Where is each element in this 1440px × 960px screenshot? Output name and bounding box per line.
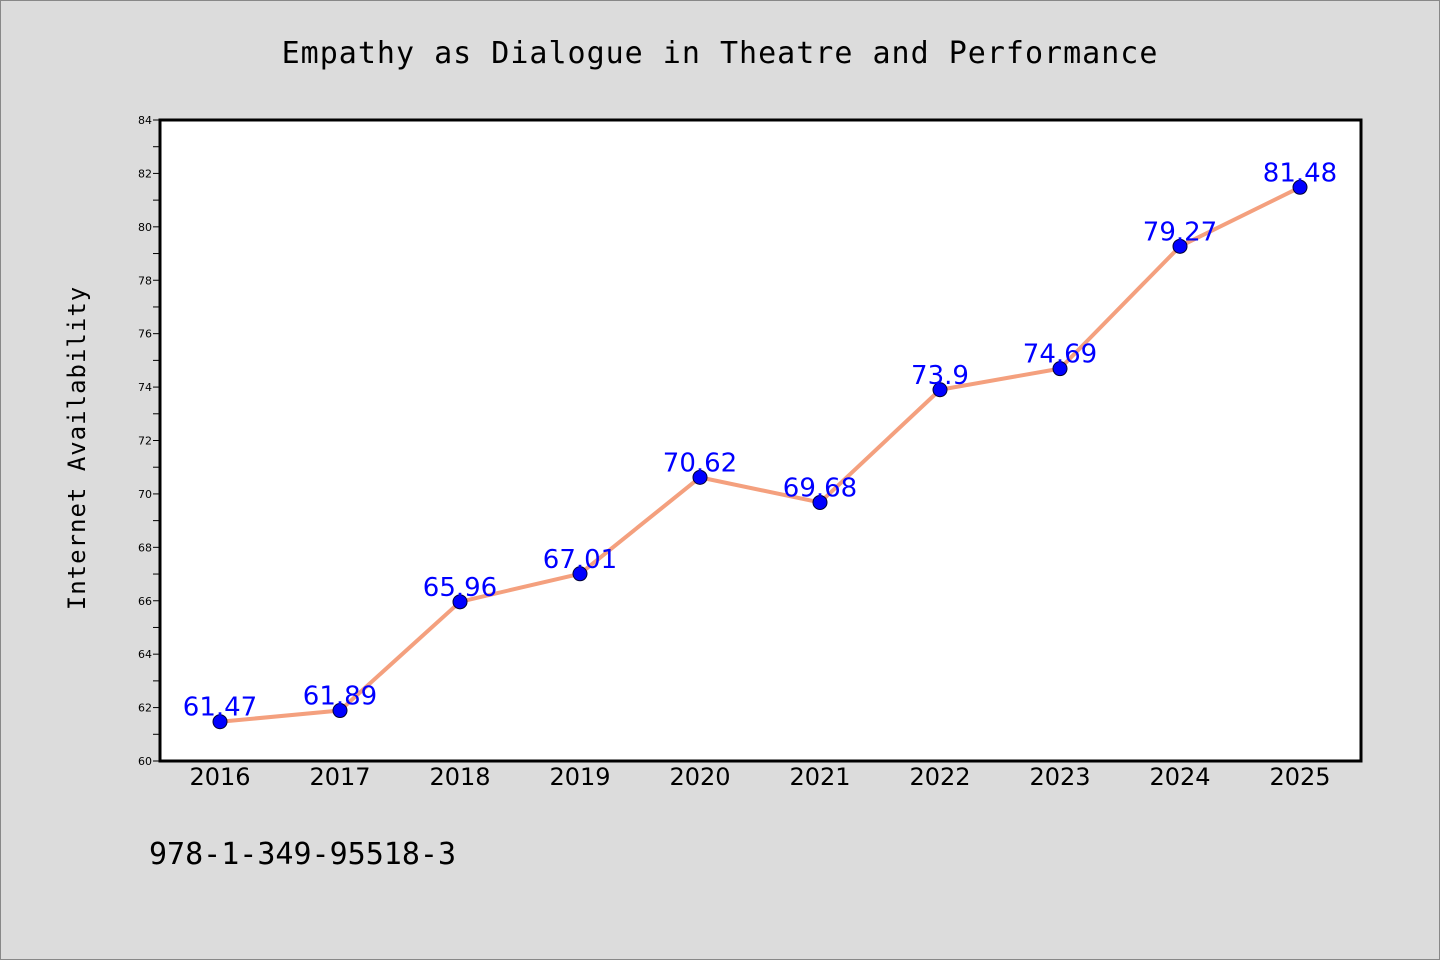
data-point [1292, 179, 1308, 195]
y-axis: 60 62 64 66 68 70 72 74 76 78 80 82 84 [138, 114, 160, 768]
x-axis: 2016 2017 2018 2019 2020 2021 2022 2023 2024 2025 [189, 763, 1330, 791]
x-tick-label: 2017 [309, 763, 370, 791]
data-labels: 61.47 61.89 65.96 67.01 70.62 69.68 73.9 74.69 7… [183, 158, 1337, 722]
data-label: 61.47 [183, 693, 257, 723]
data-point [1172, 238, 1188, 254]
y-tick-label: 62 [138, 702, 152, 715]
x-tick-label: 2025 [1269, 763, 1330, 791]
y-tick-label: 80 [138, 221, 152, 234]
x-tick-label: 2020 [669, 763, 730, 791]
data-point [212, 714, 228, 730]
x-tick-label: 2019 [549, 763, 610, 791]
y-tick-label: 60 [138, 755, 152, 768]
data-label: 67.01 [543, 545, 617, 575]
data-point [1052, 361, 1068, 377]
data-point [812, 494, 828, 510]
data-point [332, 703, 348, 719]
isbn-footer: 978-1-349-95518-3 [149, 837, 456, 872]
y-tick-label: 68 [138, 541, 152, 554]
y-tick-label: 78 [138, 274, 152, 287]
y-axis-label: Internet Availability [63, 286, 91, 610]
y-tick-label: 72 [138, 435, 152, 448]
y-tick-label: 74 [138, 381, 152, 394]
x-tick-label: 2018 [429, 763, 490, 791]
x-tick-label: 2024 [1149, 763, 1210, 791]
line-series [218, 185, 1302, 724]
data-label: 69.68 [783, 473, 857, 503]
chart-title: Empathy as Dialogue in Theatre and Perfo… [282, 36, 1159, 71]
data-point [452, 594, 468, 610]
x-tick-label: 2016 [189, 763, 250, 791]
y-tick-label: 84 [138, 114, 152, 127]
data-label: 74.69 [1023, 340, 1097, 370]
data-point [572, 566, 588, 582]
y-tick-label: 76 [138, 328, 152, 341]
data-point [692, 469, 708, 485]
x-tick-label: 2021 [789, 763, 850, 791]
x-tick-label: 2022 [909, 763, 970, 791]
data-point [932, 382, 948, 398]
y-tick-label: 66 [138, 595, 152, 608]
plot-area [160, 120, 1361, 761]
data-markers [212, 179, 1308, 730]
y-tick-label: 64 [138, 648, 152, 661]
data-label: 70.62 [663, 448, 737, 478]
series-line [218, 185, 1302, 724]
plot-frame [158, 118, 1363, 763]
data-label: 81.48 [1263, 158, 1337, 188]
data-label: 61.89 [303, 682, 377, 712]
y-tick-label: 70 [138, 488, 152, 501]
x-tick-label: 2023 [1029, 763, 1090, 791]
y-tick-label: 82 [138, 167, 152, 180]
data-label: 65.96 [423, 573, 497, 603]
data-label: 79.27 [1143, 217, 1217, 247]
data-label: 73.9 [911, 361, 969, 391]
